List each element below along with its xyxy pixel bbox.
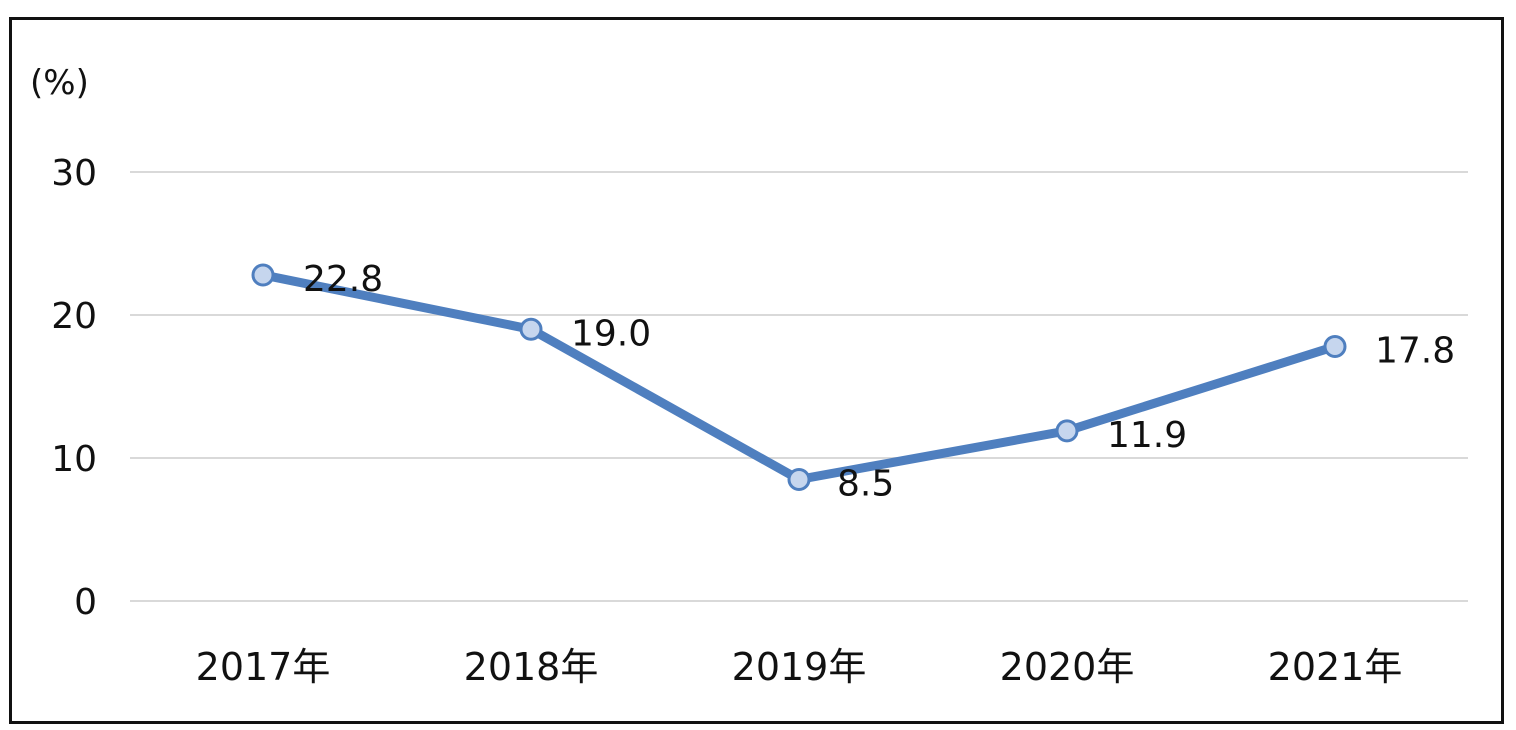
y-tick-label: 20	[51, 296, 97, 337]
y-tick-label: 0	[74, 582, 97, 623]
data-label: 8.5	[837, 463, 894, 504]
data-point-marker	[251, 263, 275, 287]
x-category-label: 2021年	[1268, 645, 1403, 689]
x-category-label: 2020年	[1000, 645, 1135, 689]
data-label: 11.9	[1107, 415, 1187, 456]
y-tick-label: 10	[51, 439, 97, 480]
data-point-marker	[787, 467, 811, 491]
data-label: 17.8	[1375, 330, 1455, 371]
y-tick-label: 30	[51, 153, 97, 194]
series-line-group	[251, 263, 1347, 491]
data-point-marker	[1055, 419, 1079, 443]
x-category-label: 2018年	[464, 645, 599, 689]
x-category-label: 2017年	[196, 645, 331, 689]
data-label: 19.0	[571, 313, 651, 354]
y-axis-unit-label: (%)	[30, 63, 89, 103]
data-point-marker	[1323, 334, 1347, 358]
gridlines	[130, 171, 1468, 602]
x-category-label: 2019年	[732, 645, 867, 689]
data-label: 22.8	[303, 259, 383, 300]
data-labels: 22.8 19.0 8.5 11.9 17.8	[303, 259, 1455, 504]
y-axis-ticks: 0 10 20 30	[51, 153, 97, 623]
x-axis-categories: 2017年 2018年 2019年 2020年 2021年	[196, 645, 1403, 689]
data-point-marker	[519, 317, 543, 341]
